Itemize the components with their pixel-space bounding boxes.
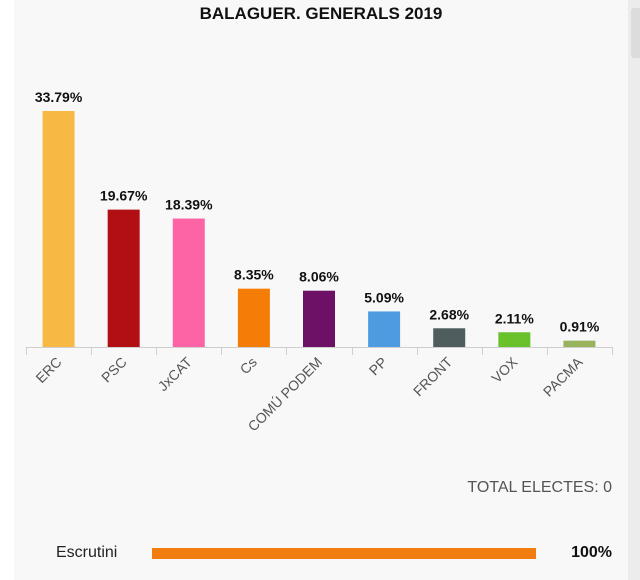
total-electes: TOTAL ELECTES: 0 — [467, 479, 612, 497]
escrutini-progress-fill — [152, 548, 536, 559]
chart-title: BALAGUER. GENERALS 2019 — [199, 4, 443, 23]
escrutini-percent: 100% — [571, 544, 612, 561]
bar-erc[interactable] — [42, 111, 75, 347]
x-tick-label: PSC — [98, 354, 130, 386]
bar-pp[interactable] — [368, 311, 401, 347]
bar-value-label: 18.39% — [165, 197, 213, 213]
bar-jxcat[interactable] — [172, 218, 205, 347]
bar-value-label: 8.06% — [299, 269, 339, 285]
bar-value-label: 2.11% — [495, 310, 534, 326]
scroll-edge — [628, 0, 640, 580]
x-tick-label: PACMA — [540, 353, 586, 399]
x-tick-label: JxCAT — [155, 353, 196, 394]
x-tick-label: ERC — [32, 354, 64, 386]
bar-value-label: 2.68% — [429, 306, 469, 322]
side-tab-handle[interactable] — [631, 8, 640, 58]
escrutini-progress-bar — [152, 548, 536, 559]
bar-value-label: 19.67% — [100, 188, 148, 204]
bar-psc[interactable] — [107, 209, 140, 347]
x-tick-label: PP — [366, 354, 391, 379]
bar-value-label: 0.91% — [560, 319, 600, 335]
bar-com-podem[interactable] — [303, 290, 335, 347]
bar-cs[interactable] — [237, 288, 270, 347]
bar-pacma[interactable] — [563, 340, 596, 347]
bar-front[interactable] — [433, 328, 466, 347]
x-tick-label: VOX — [488, 353, 521, 386]
x-tick-label: Cs — [237, 354, 260, 377]
escrutini-label: Escrutini — [56, 544, 118, 561]
total-electes-value: 0 — [603, 479, 612, 496]
x-tick-label: FRONT — [410, 353, 456, 399]
bar-value-label: 33.79% — [35, 89, 83, 105]
bar-chart: 33.79% ERC 19.67% PSC 18.39% JxCAT 8.35% Cs 8.06… — [26, 89, 613, 434]
bar-vox[interactable] — [498, 332, 531, 347]
total-electes-label: TOTAL ELECTES: — [467, 479, 599, 496]
bar-value-label: 5.09% — [364, 289, 404, 305]
bar-value-label: 8.35% — [234, 267, 274, 283]
